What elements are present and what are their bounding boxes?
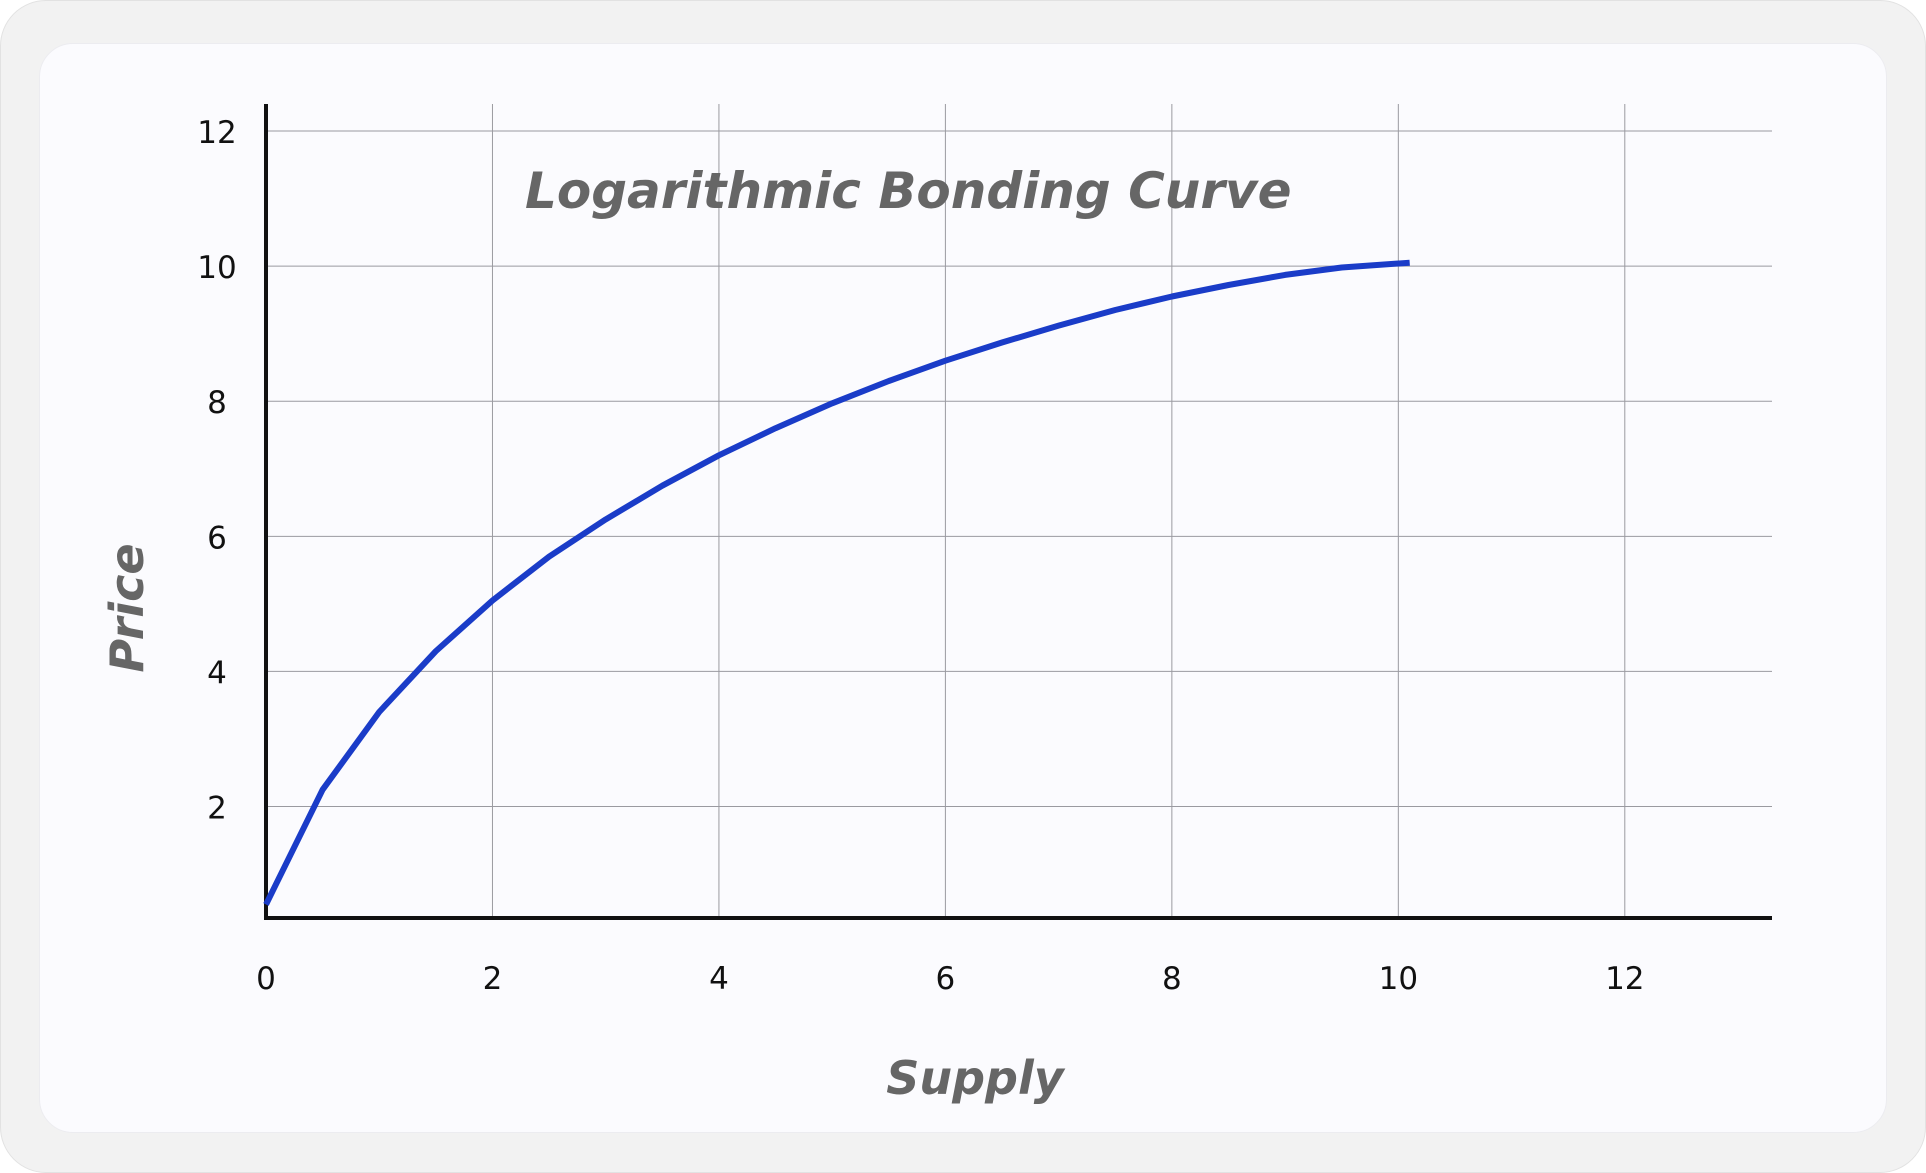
y-axis-label: Price: [100, 543, 154, 672]
series-line-0: [263, 259, 1410, 906]
x-tick-label-12: 12: [1605, 961, 1644, 997]
x-axis-label: Supply: [886, 1051, 1066, 1105]
y-tick-label-6: 6: [207, 520, 227, 556]
series-group: [263, 259, 1410, 906]
y-tick-labels: 2 4 6 8 10 12: [197, 115, 236, 827]
axes: [264, 104, 1772, 920]
x-tick-label-10: 10: [1379, 961, 1418, 997]
x-tick-label-2: 2: [483, 961, 503, 997]
x-tick-labels: 0 2 4 6 8 10 12: [256, 961, 1644, 997]
y-tick-label-8: 8: [207, 385, 227, 421]
x-tick-label-0: 0: [256, 961, 276, 997]
y-tick-label-4: 4: [207, 655, 227, 691]
x-tick-label-8: 8: [1162, 961, 1182, 997]
x-tick-label-4: 4: [709, 961, 729, 997]
chart-title: Logarithmic Bonding Curve: [525, 162, 1292, 220]
grid: [268, 104, 1772, 918]
y-tick-label-10: 10: [197, 250, 236, 286]
y-tick-label-2: 2: [207, 791, 227, 827]
y-tick-label-12: 12: [197, 115, 236, 151]
chart-card: [39, 43, 1887, 1133]
x-tick-label-6: 6: [936, 961, 956, 997]
